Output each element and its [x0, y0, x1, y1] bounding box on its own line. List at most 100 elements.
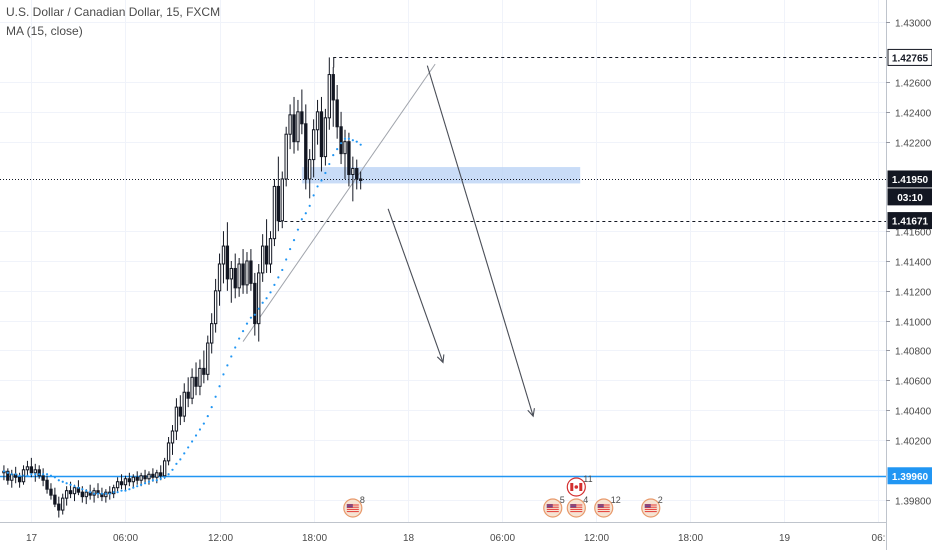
- us-event-icon[interactable]: 4: [566, 495, 588, 518]
- ma-point: [108, 492, 111, 495]
- ma-point: [159, 477, 162, 480]
- ma-point: [6, 471, 9, 474]
- ma-point: [218, 385, 221, 388]
- ma-point: [38, 473, 41, 476]
- ma-point: [359, 143, 362, 146]
- candle-body-down: [241, 263, 245, 286]
- flag-band: [579, 483, 583, 491]
- event-count: 5: [560, 495, 565, 505]
- legend-symbol-title: U.S. Dollar / Canadian Dollar, 15, FXCM: [6, 5, 221, 19]
- candle: [355, 159, 359, 190]
- us-event-icon[interactable]: 12: [594, 495, 621, 518]
- candle: [288, 104, 292, 150]
- y-tick-label: 1.42400: [895, 109, 932, 120]
- candle: [284, 126, 288, 187]
- y-tick-label: 1.40600: [895, 377, 932, 388]
- flag-canton: [346, 504, 353, 508]
- candle: [210, 313, 214, 354]
- ma-point: [312, 194, 315, 197]
- candle: [119, 474, 124, 490]
- ma-point: [69, 483, 72, 486]
- candle: [6, 468, 10, 485]
- price-label-box: [887, 170, 932, 188]
- candle-body-up: [308, 159, 312, 180]
- candle: [182, 383, 186, 423]
- price-label-text: 1.41671: [892, 217, 929, 228]
- ma-point: [132, 486, 135, 489]
- candle-body-down: [331, 74, 335, 101]
- ma-point: [57, 479, 60, 482]
- candle: [170, 425, 175, 455]
- candle-body-up: [268, 238, 273, 265]
- ma-point: [206, 415, 209, 418]
- candle: [186, 377, 190, 408]
- candle-body-down: [53, 494, 57, 505]
- candle-body-up: [311, 129, 316, 161]
- candle: [178, 395, 183, 426]
- candle-body-up: [217, 263, 222, 292]
- candle-body-down: [264, 245, 269, 265]
- canada-event-icon[interactable]: 11: [566, 474, 593, 497]
- candle: [229, 261, 233, 303]
- candle: [257, 263, 261, 342]
- ma-point: [26, 474, 29, 477]
- projection-arrow: [426, 65, 535, 418]
- candle: [49, 483, 53, 500]
- candle-body-down: [178, 406, 183, 417]
- candle: [217, 253, 222, 306]
- price-label: 1.41671: [887, 212, 932, 230]
- ma-point: [124, 489, 127, 492]
- candle-body-down: [29, 466, 34, 474]
- candle-body-down: [17, 476, 22, 483]
- price-label-text: 1.41950: [892, 175, 929, 186]
- candle: [202, 350, 206, 384]
- candle: [213, 278, 218, 333]
- us-event-icon[interactable]: 2: [641, 495, 663, 518]
- price-label: 1.42765: [887, 48, 932, 66]
- us-event-icon[interactable]: 5: [543, 495, 565, 518]
- candle-body-up: [84, 491, 88, 498]
- flag-canton: [546, 504, 553, 508]
- legend-ma-indicator: MA (15, close): [6, 24, 83, 38]
- ma-point: [151, 479, 154, 482]
- candle-body-down: [249, 260, 253, 284]
- candle: [264, 219, 269, 273]
- ma-point: [18, 474, 21, 477]
- candle-body-down: [358, 178, 363, 181]
- candle: [280, 171, 284, 229]
- ma-point: [249, 316, 253, 319]
- candle: [249, 249, 253, 291]
- candle-body-down: [292, 114, 296, 143]
- x-tick-label: 06:00: [113, 533, 138, 544]
- x-tick-label: 06:: [872, 533, 886, 544]
- candle-body-up: [343, 141, 347, 155]
- ma-point: [183, 452, 186, 455]
- ma-point: [30, 473, 33, 476]
- price-label-box: [887, 188, 932, 206]
- candle: [115, 477, 120, 493]
- candle: [237, 258, 241, 297]
- candle-body-down: [186, 391, 190, 399]
- candle-body-up: [257, 272, 261, 325]
- ma-point: [328, 162, 331, 166]
- candle: [351, 156, 355, 202]
- candle: [241, 249, 245, 294]
- ma-point: [324, 171, 327, 175]
- x-tick-label: 06:00: [490, 533, 515, 544]
- candle-body-down: [319, 111, 324, 158]
- candle-body-up: [206, 342, 210, 375]
- candle: [61, 493, 65, 515]
- ma-point: [89, 491, 92, 494]
- price-label: 1.41950: [887, 170, 932, 188]
- us-event-icon[interactable]: 8: [343, 495, 365, 518]
- candle-body-up: [245, 260, 249, 286]
- event-count: 8: [360, 495, 365, 505]
- ma-point: [175, 462, 178, 465]
- candle-body-up: [33, 469, 37, 474]
- candle-body-up: [351, 168, 355, 175]
- ma-point: [289, 247, 292, 251]
- candle: [272, 178, 277, 247]
- y-tick-label: 1.43000: [895, 19, 932, 30]
- candle-body-up: [147, 473, 151, 480]
